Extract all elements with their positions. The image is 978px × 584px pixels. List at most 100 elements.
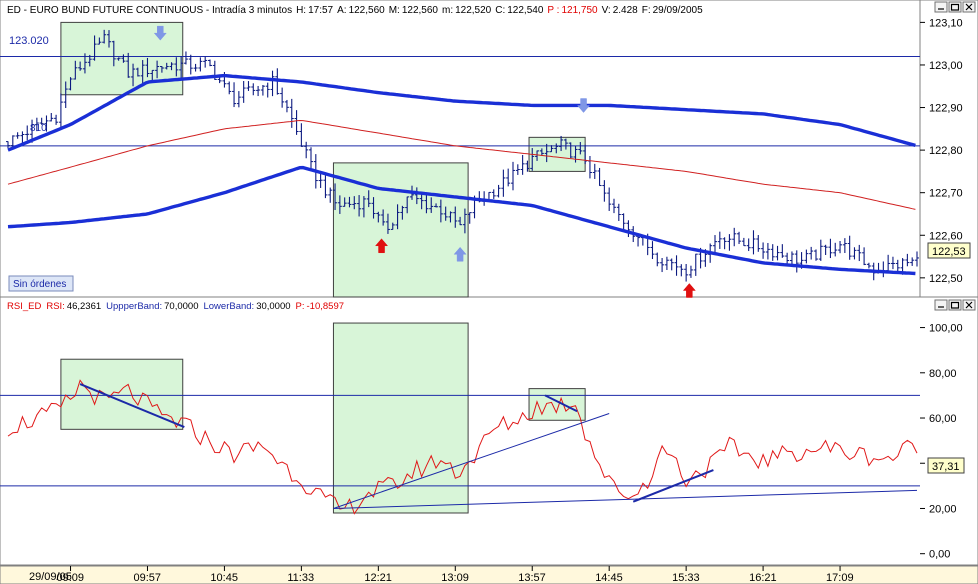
price-y-tick-label: 122,70 [929, 188, 963, 200]
time-tick-label: 09:57 [133, 572, 161, 584]
horizontal-levels [0, 55, 920, 487]
rsi-y-tick-label: 0,00 [929, 549, 950, 561]
time-tick-label: 12:21 [364, 572, 392, 584]
price-close-button[interactable] [962, 1, 976, 13]
rsi-key: RSI: [46, 301, 64, 312]
signal-arrow-red-up [682, 283, 696, 298]
rsi-y-tick-label: 60,00 [929, 413, 957, 425]
rsi-box-1 [332, 322, 469, 514]
signal-arrow-blue-up [453, 246, 467, 262]
last-price-label: 122,53 [932, 246, 966, 258]
level-label: 123.020 [9, 35, 49, 47]
rsi-trendline-0 [79, 383, 185, 428]
time-tick-label: 09:09 [57, 572, 85, 584]
header-h-val: 17:57 [308, 5, 333, 16]
price-bars [6, 29, 919, 282]
header-p-key: P : [547, 5, 559, 16]
price-maximize-button[interactable] [948, 1, 962, 13]
partial-level-label: 810 [30, 123, 47, 134]
rsi-y-tick-label: 100,00 [929, 323, 963, 335]
date-label: 29/09/05 [29, 571, 72, 583]
header-title: EURO BUND FUTURE CONTINUOUS [30, 5, 204, 16]
header-sep: - [21, 5, 30, 16]
price-y-ticks: 123,10 123,00 122,90 122,80 122,70 122,60 122,… [920, 17, 963, 285]
rsi-trendline-4 [632, 469, 714, 503]
rsi-val: 46,2361 [67, 301, 101, 312]
time-tick-label: 10:45 [210, 572, 238, 584]
rsi-y-tick-label: 20,00 [929, 503, 957, 515]
upper-band-val: 70,0000 [164, 301, 198, 312]
moving-averages [7, 74, 916, 276]
rsi-line-group [7, 379, 918, 515]
signal-arrow-blue-down [153, 25, 167, 41]
header-min-key: m: [442, 5, 453, 16]
header-v-key: V: [602, 5, 611, 16]
lower-band-key: LowerBand: [203, 301, 254, 312]
price-y-tick-label: 122,90 [929, 103, 963, 115]
moving-average-thin [7, 119, 916, 210]
time-tick-label: 17:09 [826, 572, 854, 584]
price-minimize-button[interactable] [934, 1, 948, 13]
rsi-highlight-boxes [60, 322, 586, 514]
time-tick-label: 15:33 [672, 572, 700, 584]
rsi-header: RSI_ED RSI: 46,2361 UppperBand: 70,0000 Lower… [7, 301, 344, 312]
time-tick-label: 13:09 [441, 572, 469, 584]
price-y-tick-label: 123,00 [929, 60, 963, 72]
header-c-key: C: [495, 5, 505, 16]
rsi-trendline-3 [544, 394, 578, 413]
moving-average-thick-0 [7, 74, 916, 152]
price-y-tick-label: 123,10 [929, 17, 963, 29]
header-v-val: 2.428 [613, 5, 638, 16]
rsi-name: RSI_ED [7, 301, 41, 312]
header-h-key: H: [296, 5, 306, 16]
rsi-maximize-button[interactable] [948, 299, 962, 311]
rsi-trendlines [79, 383, 918, 509]
header-sep2: - [203, 5, 212, 16]
header-a-val: 122,560 [349, 5, 386, 16]
upper-band-key: UppperBand: [106, 301, 162, 312]
price-y-tick-label: 122,60 [929, 230, 963, 242]
rsi-close-button[interactable] [962, 299, 976, 311]
time-tick-label: 14:45 [595, 572, 623, 584]
signal-arrow-blue-down [576, 98, 591, 113]
rsi-last-label: 37,31 [932, 461, 960, 473]
rsi-box-0 [60, 358, 184, 430]
last-price-box: 122,53 [927, 242, 971, 259]
rsi-box-2 [528, 388, 586, 421]
status-badge[interactable]: Sin órdenes [8, 275, 74, 292]
header-c-val: 122,540 [507, 5, 544, 16]
time-tick-label: 13:57 [518, 572, 546, 584]
rsi-p-key: P: [296, 301, 305, 312]
header-symbol: ED [7, 5, 21, 16]
header-min-val: 122,520 [455, 5, 492, 16]
moving-average-thick-1 [7, 165, 916, 276]
header-p-val: 121,750 [561, 5, 598, 16]
rsi-minimize-button[interactable] [934, 299, 948, 311]
header-f-key: F: [642, 5, 651, 16]
header-m-key: M: [389, 5, 400, 16]
signal-arrow-red-up [374, 238, 389, 254]
rsi-line [7, 379, 918, 515]
rsi-last-box: 37,31 [927, 457, 965, 474]
lower-band-val: 30,0000 [256, 301, 290, 312]
time-ticks: 09:09 09:57 10:45 11:33 12:21 13:09 13:57 14:45… [57, 566, 854, 584]
price-y-tick-label: 122,50 [929, 273, 963, 285]
time-axis [0, 565, 978, 584]
price-header: ED - EURO BUND FUTURE CONTINUOUS - Intra… [7, 5, 703, 16]
rsi-trendline-1 [333, 413, 610, 509]
price-box-1 [332, 162, 469, 298]
time-tick-label: 11:33 [287, 572, 314, 584]
header-f-val: 29/09/2005 [653, 5, 703, 16]
header-a-key: A: [337, 5, 346, 16]
rsi-y-tick-label: 80,00 [929, 368, 957, 380]
rsi-p-val: -10,8597 [307, 301, 345, 312]
status-badge-label: Sin órdenes [13, 279, 66, 290]
signal-arrows [153, 25, 696, 298]
rsi-panel [0, 296, 978, 566]
header-timeframe: Intradía 3 minutos [212, 5, 292, 16]
rsi-trendline-2 [333, 489, 918, 509]
price-y-tick-label: 122,80 [929, 145, 963, 157]
header-m-val: 122,560 [402, 5, 439, 16]
time-tick-label: 16:21 [749, 572, 777, 584]
